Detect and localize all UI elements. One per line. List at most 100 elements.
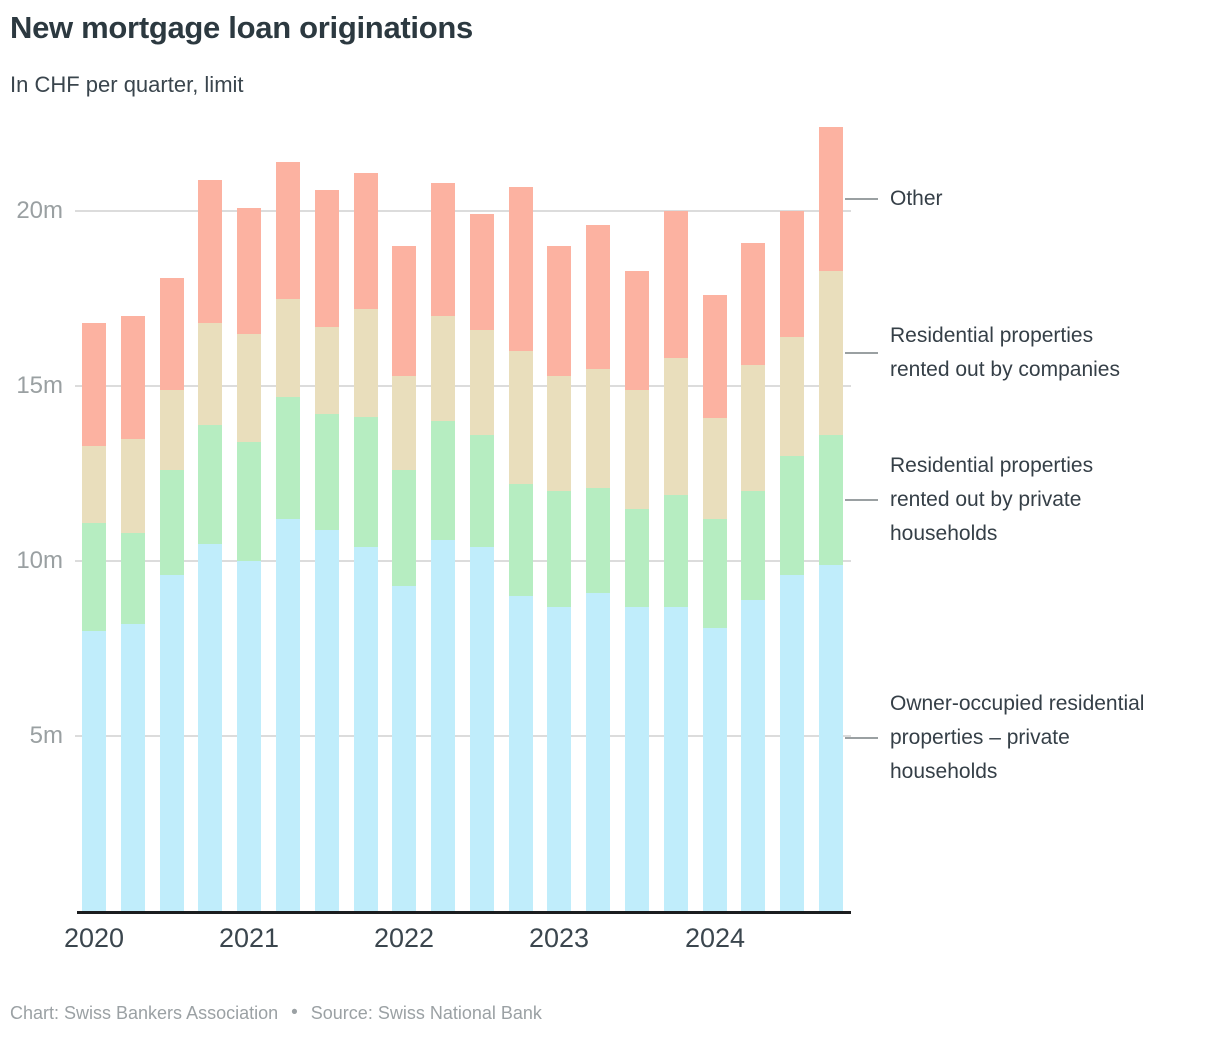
bar-2022-q3[interactable] <box>470 214 494 911</box>
segment-owner-occupied[interactable] <box>431 540 455 911</box>
bar-2020-q1[interactable] <box>82 323 106 911</box>
bar-2021-q2[interactable] <box>276 162 300 911</box>
segment-rented-private[interactable] <box>82 523 106 631</box>
segment-rented-private[interactable] <box>703 519 727 628</box>
bar-2023-q2[interactable] <box>586 225 610 911</box>
segment-other[interactable] <box>470 214 494 330</box>
segment-owner-occupied[interactable] <box>276 519 300 911</box>
segment-rented-companies[interactable] <box>392 376 416 470</box>
segment-rented-companies[interactable] <box>625 390 649 509</box>
segment-owner-occupied[interactable] <box>121 624 145 911</box>
segment-rented-companies[interactable] <box>703 418 727 519</box>
bar-2023-q3[interactable] <box>625 271 649 911</box>
segment-rented-private[interactable] <box>160 470 184 575</box>
segment-rented-private[interactable] <box>121 533 145 624</box>
bar-2020-q4[interactable] <box>198 180 222 911</box>
segment-other[interactable] <box>664 211 688 358</box>
segment-rented-companies[interactable] <box>741 365 765 491</box>
segment-rented-private[interactable] <box>509 484 533 596</box>
segment-rented-companies[interactable] <box>547 376 571 491</box>
bar-2024-q4[interactable] <box>819 127 843 911</box>
bar-2023-q1[interactable] <box>547 246 571 911</box>
segment-other[interactable] <box>354 173 378 309</box>
segment-other[interactable] <box>431 183 455 316</box>
segment-rented-private[interactable] <box>431 421 455 540</box>
segment-rented-companies[interactable] <box>354 309 378 417</box>
segment-owner-occupied[interactable] <box>392 586 416 911</box>
segment-rented-private[interactable] <box>547 491 571 607</box>
segment-rented-companies[interactable] <box>470 330 494 435</box>
segment-rented-companies[interactable] <box>586 369 610 488</box>
bar-2021-q3[interactable] <box>315 190 339 911</box>
segment-owner-occupied[interactable] <box>547 607 571 911</box>
segment-owner-occupied[interactable] <box>819 565 843 911</box>
segment-owner-occupied[interactable] <box>315 530 339 911</box>
segment-other[interactable] <box>121 316 145 439</box>
segment-owner-occupied[interactable] <box>354 547 378 911</box>
segment-rented-private[interactable] <box>392 470 416 586</box>
segment-rented-companies[interactable] <box>160 390 184 470</box>
segment-other[interactable] <box>392 246 416 376</box>
segment-owner-occupied[interactable] <box>703 628 727 911</box>
segment-owner-occupied[interactable] <box>509 596 533 911</box>
segment-rented-companies[interactable] <box>431 316 455 421</box>
segment-other[interactable] <box>819 127 843 271</box>
segment-other[interactable] <box>160 278 184 390</box>
segment-owner-occupied[interactable] <box>237 561 261 911</box>
segment-owner-occupied[interactable] <box>780 575 804 911</box>
segment-rented-companies[interactable] <box>198 323 222 425</box>
segment-rented-companies[interactable] <box>509 351 533 484</box>
segment-rented-private[interactable] <box>780 456 804 575</box>
segment-rented-companies[interactable] <box>237 334 261 442</box>
segment-rented-companies[interactable] <box>664 358 688 495</box>
segment-rented-private[interactable] <box>315 414 339 530</box>
segment-other[interactable] <box>625 271 649 390</box>
bar-2022-q2[interactable] <box>431 183 455 911</box>
segment-owner-occupied[interactable] <box>470 547 494 911</box>
segment-rented-companies[interactable] <box>121 439 145 533</box>
segment-rented-companies[interactable] <box>82 446 106 523</box>
bar-2022-q4[interactable] <box>509 187 533 911</box>
bar-2021-q1[interactable] <box>237 208 261 911</box>
bar-2021-q4[interactable] <box>354 173 378 911</box>
segment-owner-occupied[interactable] <box>198 544 222 911</box>
segment-other[interactable] <box>741 243 765 365</box>
bar-2020-q3[interactable] <box>160 278 184 911</box>
segment-other[interactable] <box>82 323 106 446</box>
segment-rented-private[interactable] <box>276 397 300 519</box>
bar-2022-q1[interactable] <box>392 246 416 911</box>
bar-2024-q1[interactable] <box>703 295 727 911</box>
bar-2023-q4[interactable] <box>664 211 688 911</box>
bar-2020-q2[interactable] <box>121 316 145 911</box>
segment-owner-occupied[interactable] <box>625 607 649 911</box>
segment-owner-occupied[interactable] <box>741 600 765 911</box>
segment-rented-private[interactable] <box>741 491 765 600</box>
segment-rented-private[interactable] <box>664 495 688 607</box>
segment-other[interactable] <box>509 187 533 351</box>
bar-2024-q3[interactable] <box>780 211 804 911</box>
segment-other[interactable] <box>276 162 300 299</box>
segment-owner-occupied[interactable] <box>586 593 610 911</box>
segment-other[interactable] <box>237 208 261 334</box>
segment-rented-private[interactable] <box>470 435 494 547</box>
segment-rented-private[interactable] <box>354 417 378 547</box>
segment-owner-occupied[interactable] <box>664 607 688 911</box>
segment-rented-private[interactable] <box>237 442 261 561</box>
segment-other[interactable] <box>586 225 610 369</box>
segment-rented-private[interactable] <box>625 509 649 607</box>
segment-rented-companies[interactable] <box>315 327 339 414</box>
segment-other[interactable] <box>703 295 727 418</box>
segment-rented-private[interactable] <box>586 488 610 593</box>
segment-owner-occupied[interactable] <box>82 631 106 911</box>
segment-other[interactable] <box>315 190 339 327</box>
segment-rented-companies[interactable] <box>780 337 804 456</box>
segment-rented-companies[interactable] <box>819 271 843 435</box>
segment-other[interactable] <box>547 246 571 376</box>
segment-rented-private[interactable] <box>198 425 222 544</box>
bar-2024-q2[interactable] <box>741 243 765 911</box>
segment-other[interactable] <box>780 211 804 337</box>
segment-owner-occupied[interactable] <box>160 575 184 911</box>
segment-rented-private[interactable] <box>819 435 843 565</box>
segment-other[interactable] <box>198 180 222 323</box>
segment-rented-companies[interactable] <box>276 299 300 397</box>
